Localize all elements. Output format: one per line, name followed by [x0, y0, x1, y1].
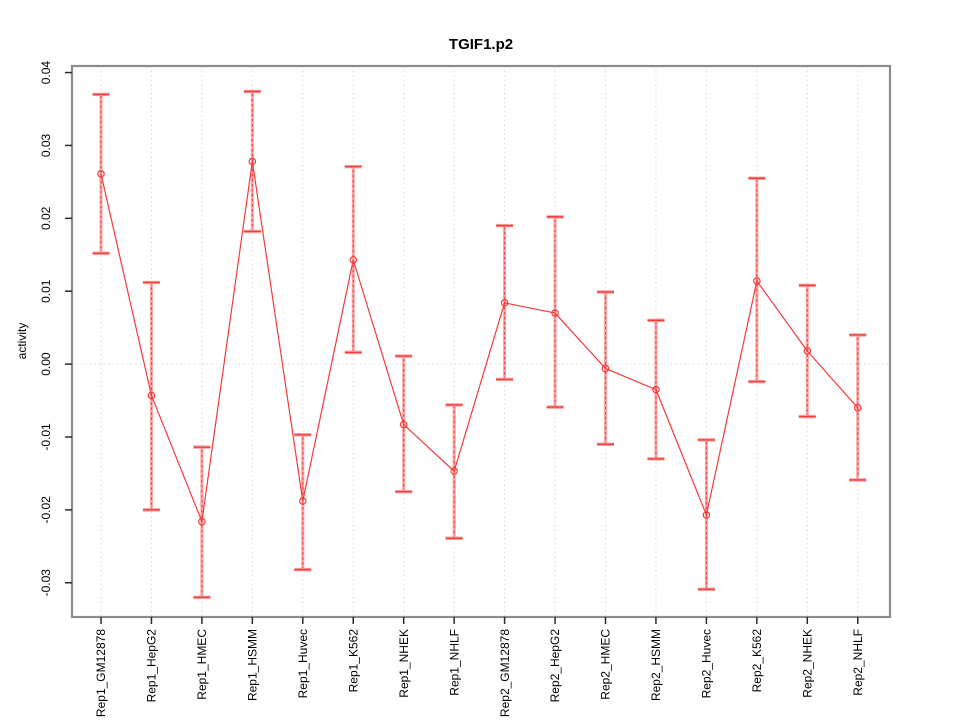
- x-tick-label: Rep2_Huvec: [700, 629, 714, 698]
- y-axis-title: activity: [15, 323, 29, 360]
- data-points: [97, 157, 862, 526]
- y-tick-label: 0.04: [39, 61, 53, 85]
- x-tick-label: Rep1_Huvec: [296, 629, 310, 698]
- chart-title: TGIF1.p2: [449, 36, 513, 53]
- data-point-marker: [500, 299, 509, 307]
- y-tick-label: 0.03: [39, 133, 53, 157]
- x-tick-label: Rep1_HSMM: [246, 629, 260, 701]
- y-tick-label: 0.02: [39, 206, 53, 230]
- y-tick-label: 0.01: [39, 279, 53, 303]
- x-tick-label: Rep2_HMEC: [599, 629, 613, 700]
- series-line: [100, 161, 859, 524]
- y-tick-labels: -0.03 -0.02 -0.01 0.00 0.01 0.02 0.03 0.04: [39, 61, 53, 597]
- data-point-marker: [399, 420, 408, 429]
- x-tick-label: Rep2_GM12878: [498, 629, 512, 717]
- x-tick-label: Rep1_NHEK: [397, 629, 411, 698]
- x-tick-label: Rep2_K562: [750, 629, 764, 693]
- y-tick-label: 0.00: [39, 352, 53, 376]
- axis-ticks: [65, 71, 859, 624]
- plot-frame: [70, 64, 892, 619]
- x-tick-label: Rep1_GM12878: [94, 629, 108, 717]
- y-tick-label: -0.02: [39, 496, 53, 524]
- data-point-marker: [652, 385, 660, 394]
- data-point-marker: [198, 517, 206, 526]
- x-tick-label: Rep1_NHLF: [447, 629, 461, 696]
- data-point-marker: [450, 467, 458, 476]
- x-tick-label: Rep2_NHEK: [801, 629, 815, 698]
- data-point-marker: [248, 157, 257, 166]
- x-tick-label: Rep1_HMEC: [195, 629, 209, 700]
- x-tick-label: Rep2_NHLF: [851, 629, 865, 696]
- data-point-marker: [147, 391, 156, 400]
- x-tick-label: Rep2_HepG2: [548, 629, 562, 703]
- data-point-marker: [349, 256, 358, 264]
- x-tick-label: Rep2_HSMM: [649, 629, 663, 701]
- x-tick-label: Rep1_K562: [346, 629, 360, 693]
- gridlines: [72, 66, 890, 617]
- data-point-marker: [753, 277, 761, 285]
- y-tick-label: -0.01: [39, 423, 53, 451]
- data-point-marker: [97, 170, 105, 178]
- error-bars: [92, 89, 867, 600]
- data-point-marker: [298, 497, 307, 505]
- data-point-marker: [702, 511, 711, 519]
- data-point-marker: [853, 404, 862, 412]
- data-point-marker: [601, 364, 610, 373]
- data-point-marker: [551, 309, 559, 317]
- x-tick-label: Rep1_HepG2: [145, 629, 159, 703]
- series-polyline: [100, 161, 859, 524]
- data-point-marker: [803, 347, 812, 355]
- y-tick-label: -0.03: [39, 569, 53, 597]
- x-tick-labels: Rep1_GM12878 Rep1_HepG2 Rep1_HMEC Rep1_HSMM…: [94, 629, 865, 717]
